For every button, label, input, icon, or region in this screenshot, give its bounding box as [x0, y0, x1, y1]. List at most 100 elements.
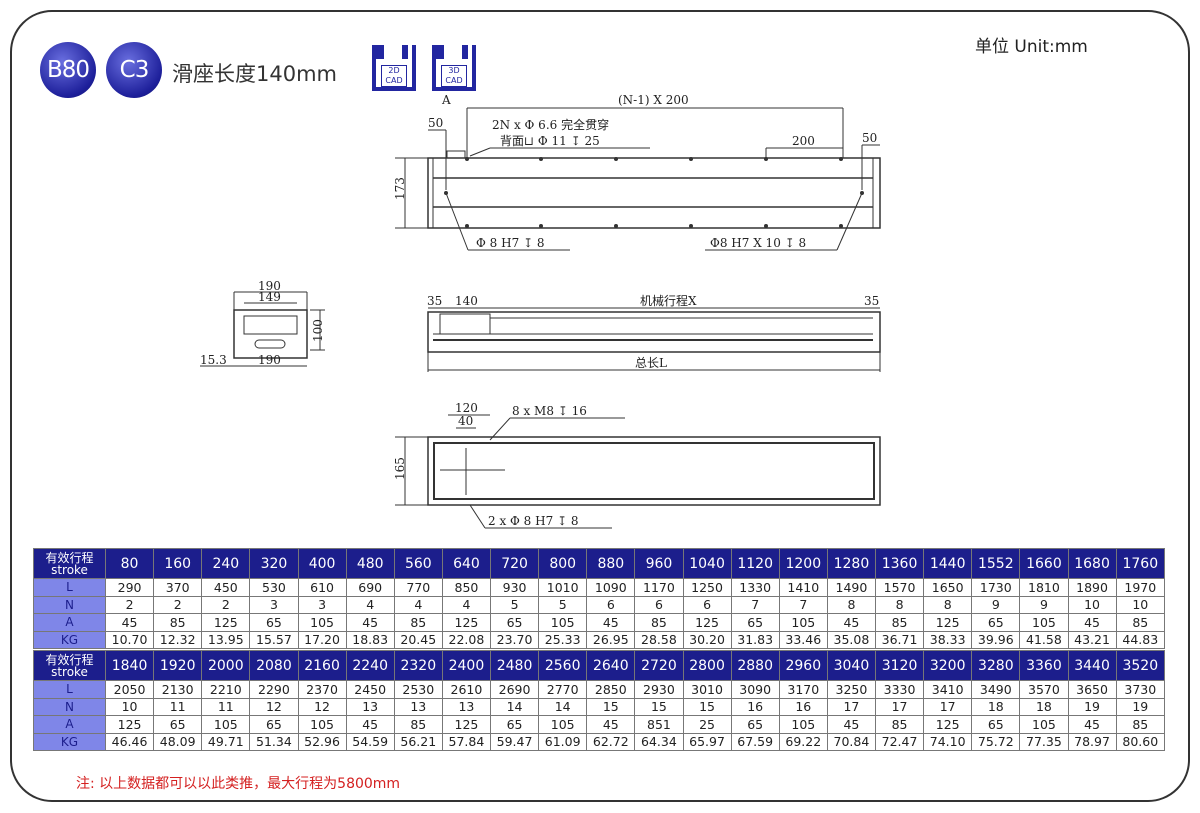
row-label: KG	[33, 732, 106, 751]
table-cell: 61.09	[538, 732, 588, 751]
table-cell: 105	[778, 715, 828, 734]
table-row-a: A 45 85 125 65 105 45 85 125 65 105 45 85 125 65 105 45 8…	[33, 613, 1166, 632]
table-cell: 43.21	[1067, 630, 1117, 649]
unit-label: 单位 Unit:mm	[975, 37, 1088, 57]
table-cell: 65	[730, 613, 780, 632]
stroke-label: 有效行程 stroke	[33, 548, 106, 579]
table-cell: 72.47	[874, 732, 925, 751]
table-cell: 105	[297, 715, 347, 734]
stroke-cell: 400	[297, 548, 347, 579]
cad-label: CAD	[385, 76, 403, 85]
cad-3d-download-button[interactable]: 3D CAD	[432, 45, 476, 91]
table-cell: 2210	[201, 680, 251, 699]
table-cell: 38.33	[923, 630, 973, 649]
technical-drawing: A (N-1) X 200 50 2N x Φ 6.6 完全贯穿 背面⊔ Φ 1…	[200, 93, 881, 529]
table-cell: 4	[441, 595, 492, 614]
dim-carriage-140: 140	[455, 294, 478, 308]
dim-left-35: 35	[427, 294, 442, 308]
stroke-cell: 1660	[1019, 548, 1069, 579]
table-cell: 85	[874, 715, 925, 734]
stroke-cell: 2240	[345, 650, 395, 681]
dim-40: 40	[458, 414, 473, 428]
table-cell: 2770	[538, 680, 588, 699]
table-cell: 15	[586, 697, 636, 716]
stroke-label: 有效行程 stroke	[33, 650, 106, 681]
table-cell: 1570	[874, 578, 925, 597]
table-cell: 930	[489, 578, 540, 597]
stroke-cell: 1552	[971, 548, 1021, 579]
stroke-cell: 320	[249, 548, 299, 579]
stroke-cell: 1840	[104, 650, 155, 681]
table-cell: 2290	[249, 680, 299, 699]
table-cell: 105	[297, 613, 347, 632]
dim-right-35: 35	[864, 294, 879, 308]
table-cell: 46.46	[104, 732, 155, 751]
table-cell: 54.59	[345, 732, 395, 751]
table-cell: 1410	[778, 578, 828, 597]
table-cell: 17.20	[297, 630, 347, 649]
table-row-kg: KG 46.46 48.09 49.71 51.34 52.96 54.59 56.21 57.…	[33, 732, 1166, 751]
table-cell: 370	[153, 578, 203, 597]
stroke-cell: 3200	[923, 650, 973, 681]
table-cell: 19	[1115, 697, 1166, 716]
table-cell: 851	[634, 715, 684, 734]
stroke-cell: 1040	[682, 548, 732, 579]
cad-2d-label: 2D	[388, 66, 400, 75]
table-cell: 57.84	[441, 732, 492, 751]
table-cell: 850	[441, 578, 492, 597]
table-cell: 125	[441, 715, 492, 734]
table-cell: 13	[345, 697, 395, 716]
stroke-cell: 3120	[874, 650, 925, 681]
table-cell: 15	[634, 697, 684, 716]
table-cell: 12	[297, 697, 347, 716]
table-cell: 10	[104, 697, 155, 716]
table-row-n: N 10 11 11 12 12 13 13 13 14 14 15 15 15 16 16 17 17 17 18 1…	[33, 697, 1166, 716]
table-cell: 45	[826, 715, 877, 734]
table-cell: 64.34	[634, 732, 684, 751]
cad-2d-download-button[interactable]: 2D CAD	[372, 45, 416, 91]
table-cell: 12.32	[153, 630, 203, 649]
table-cell: 67.59	[730, 732, 780, 751]
table-cell: 7	[730, 595, 780, 614]
table-cell: 45	[586, 613, 636, 632]
note-counterbore: 背面⊔ Φ 11 ↧ 25	[500, 134, 600, 148]
table-cell: 65	[249, 613, 299, 632]
stroke-cell: 800	[538, 548, 588, 579]
row-label: N	[33, 595, 106, 614]
stroke-header-row: 有效行程 stroke 80 160 240 320 400 480 560 640 720 800 8…	[33, 548, 1166, 579]
stroke-cell: 3040	[826, 650, 877, 681]
row-label: KG	[33, 630, 106, 649]
stroke-cell: 2400	[441, 650, 492, 681]
page-frame	[10, 10, 1190, 802]
table-cell: 770	[393, 578, 443, 597]
table-cell: 85	[1115, 715, 1166, 734]
stroke-cell: 1200	[778, 548, 828, 579]
stroke-cell: 160	[153, 548, 203, 579]
stroke-cell: 2320	[393, 650, 443, 681]
table-cell: 14	[538, 697, 588, 716]
table-cell: 125	[441, 613, 492, 632]
table-cell: 80.60	[1115, 732, 1166, 751]
table-cell: 69.22	[778, 732, 828, 751]
table-cell: 52.96	[297, 732, 347, 751]
table-cell: 45	[345, 613, 395, 632]
table-cell: 125	[201, 613, 251, 632]
table-cell: 4	[345, 595, 395, 614]
table-cell: 2930	[634, 680, 684, 699]
table-cell: 105	[1019, 715, 1069, 734]
stroke-cell: 3360	[1019, 650, 1069, 681]
table-cell: 25.33	[538, 630, 588, 649]
table-cell: 1890	[1067, 578, 1117, 597]
table-cell: 85	[874, 613, 925, 632]
table-cell: 25	[682, 715, 732, 734]
table-cell: 65.97	[682, 732, 732, 751]
table-cell: 1730	[971, 578, 1021, 597]
table-cell: 2530	[393, 680, 443, 699]
series-badge: C3	[106, 42, 162, 98]
table-cell: 105	[1019, 613, 1069, 632]
table-cell: 1010	[538, 578, 588, 597]
table-cell: 2610	[441, 680, 492, 699]
stroke-cell: 2080	[249, 650, 299, 681]
stroke-cell: 1440	[923, 548, 973, 579]
table-cell: 15.57	[249, 630, 299, 649]
